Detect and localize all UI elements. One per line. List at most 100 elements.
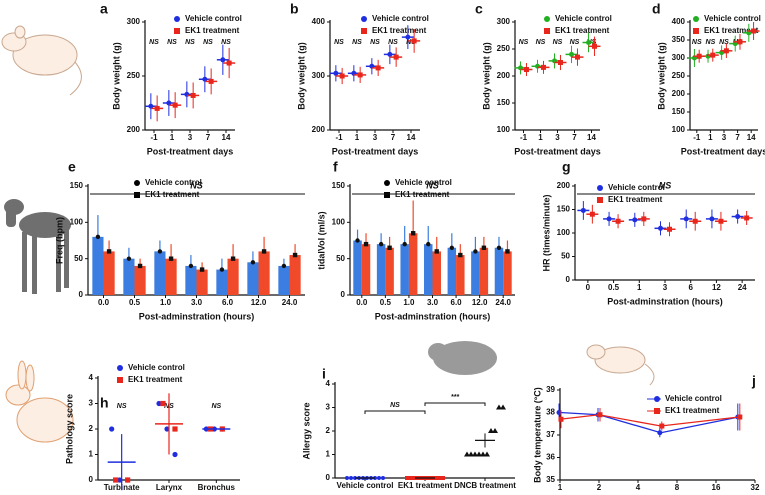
legend-label: EK1 treatment — [145, 190, 200, 199]
point — [405, 476, 409, 480]
y-tick-label: 35 — [546, 475, 555, 484]
x-axis-label: Post-treatment days — [681, 146, 765, 156]
legend-marker — [174, 28, 180, 34]
x-tick-label: EK1 treatment — [398, 481, 453, 490]
mean-marker — [208, 78, 214, 84]
series-line — [559, 414, 739, 427]
point — [437, 476, 441, 480]
comparison-label: *** — [451, 394, 459, 401]
ns-label: NS — [706, 39, 716, 46]
ns-label: NS — [203, 39, 213, 46]
mean-marker — [718, 218, 724, 224]
legend-marker — [134, 192, 140, 198]
x-tick-label: 1 — [355, 133, 360, 142]
bar-marker — [281, 263, 287, 269]
mean-marker — [166, 100, 172, 106]
y-tick-label: 36 — [546, 453, 555, 462]
bar-marker — [496, 245, 502, 250]
ns-label: NS — [553, 39, 563, 46]
y-tick-label: 100 — [557, 228, 571, 237]
y-tick-label: 250 — [497, 44, 511, 53]
mean-marker — [569, 51, 575, 57]
y-axis-label: Pathology score — [64, 394, 74, 464]
bracket — [364, 410, 426, 414]
bar — [185, 265, 197, 295]
x-axis-label: Post-treatment days — [147, 146, 234, 156]
bar — [456, 255, 465, 295]
point — [496, 404, 502, 410]
series-line — [559, 411, 739, 434]
mean-marker — [606, 216, 612, 222]
y-axis-label: tidalVol (ml/s) — [316, 211, 326, 269]
x-tick-label: 0.0 — [98, 298, 110, 307]
bar-marker — [473, 249, 478, 254]
y-axis-label: Body weight (g) — [656, 42, 666, 110]
bar-marker — [188, 263, 194, 269]
ns-label: NS — [211, 403, 221, 410]
rabbit-icon — [5, 360, 74, 443]
bar-marker — [426, 241, 431, 247]
legend-label: Vehicle control — [395, 178, 452, 187]
mean-marker — [172, 102, 178, 108]
legend-label: Vehicle control — [145, 178, 202, 187]
legend-label: Vehicle control — [608, 183, 665, 192]
bar-marker — [449, 245, 455, 250]
legend-marker — [117, 365, 123, 371]
mean-marker — [632, 217, 638, 223]
y-tick-label: 200 — [127, 125, 141, 134]
bar — [278, 265, 290, 295]
bar-marker — [157, 249, 163, 254]
y-tick-label: 0 — [566, 275, 571, 284]
point — [113, 477, 119, 483]
point — [349, 476, 353, 480]
y-tick-label: 2 — [326, 426, 331, 435]
y-axis-label: HR (times/minute) — [541, 194, 551, 271]
bar-marker — [137, 263, 143, 269]
legend-marker — [597, 197, 603, 203]
guinea-pig-icon — [428, 341, 497, 375]
bar-marker — [230, 256, 236, 261]
bar-marker — [434, 249, 439, 254]
x-tick-label: Vehicle control — [337, 481, 394, 490]
point — [109, 426, 115, 432]
x-tick-label: 4 — [636, 483, 641, 492]
bar — [216, 269, 228, 295]
legend-marker — [361, 28, 367, 34]
legend-label: EK1 treatment — [665, 406, 720, 415]
x-tick-label: 14 — [407, 133, 416, 142]
legend-label: EK1 treatment — [608, 195, 663, 204]
bar-marker — [106, 249, 112, 254]
ns-label: NS — [190, 180, 203, 190]
bar-marker — [199, 267, 205, 272]
x-tick-label: 1.0 — [403, 298, 415, 307]
x-tick-label: 14 — [587, 133, 596, 142]
mean-marker — [589, 211, 595, 217]
x-axis-label: Post-treatment days — [514, 146, 601, 156]
ns-label: NS — [334, 39, 344, 46]
x-tick-label: 6.0 — [451, 298, 463, 307]
bar — [258, 251, 270, 295]
legend-label: Vehicle control — [185, 14, 242, 23]
x-axis-label: Post-adminstration (hours) — [607, 296, 723, 306]
x-tick-label: 1 — [170, 133, 175, 142]
y-tick-label: 39 — [546, 385, 555, 394]
mean-marker — [393, 54, 399, 60]
x-tick-label: 3 — [373, 133, 378, 142]
y-tick-label: 300 — [497, 17, 511, 26]
ns-label: NS — [570, 39, 580, 46]
x-tick-label: 7 — [391, 133, 396, 142]
y-tick-label: 50 — [74, 254, 83, 263]
x-tick-label: 1 — [708, 133, 713, 142]
x-tick-label: 2 — [597, 483, 602, 492]
panel-letter: a — [100, 1, 108, 17]
bar-marker — [363, 241, 369, 247]
y-axis-label: Body weight (g) — [296, 42, 306, 110]
legend-label: EK1 treatment — [555, 26, 610, 35]
point — [381, 476, 385, 480]
mean-marker — [411, 38, 417, 44]
mean-marker — [641, 216, 647, 222]
y-tick-label: 4 — [326, 379, 331, 388]
x-tick-label: 7 — [572, 133, 577, 142]
y-tick-label: 250 — [672, 71, 686, 80]
